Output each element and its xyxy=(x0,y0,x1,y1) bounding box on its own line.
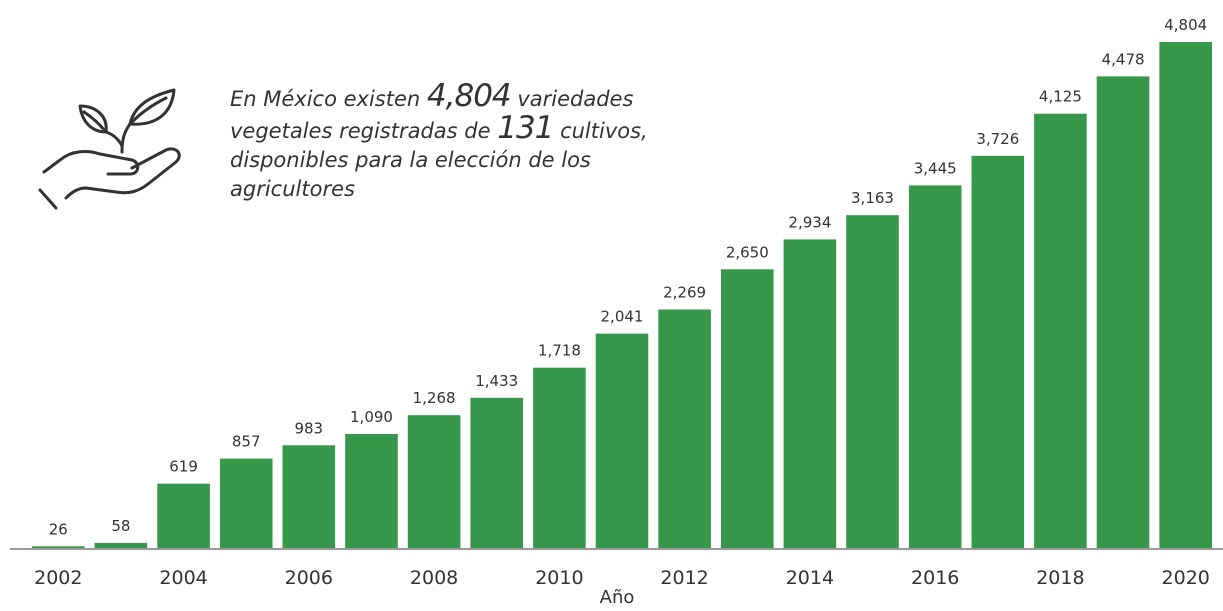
value-label-2015: 3,163 xyxy=(851,189,894,207)
value-label-2007: 1,090 xyxy=(350,408,393,426)
x-tick-2008: 2008 xyxy=(410,567,458,589)
bar-2010 xyxy=(533,367,586,549)
bar-2008 xyxy=(407,415,461,549)
value-label-2012: 2,269 xyxy=(663,284,706,302)
bars-group xyxy=(32,42,1212,550)
x-tick-2012: 2012 xyxy=(660,567,708,589)
bar-2002 xyxy=(32,546,85,549)
x-tick-2018: 2018 xyxy=(1036,567,1084,589)
x-tick-2010: 2010 xyxy=(535,567,583,589)
x-tick-2014: 2014 xyxy=(786,567,834,589)
value-label-2019: 4,478 xyxy=(1102,50,1145,68)
bar-2005 xyxy=(219,458,273,549)
bar-2009 xyxy=(470,397,523,549)
bar-2011 xyxy=(595,333,649,549)
varieties-count: 4,804 xyxy=(426,78,512,114)
bar-2003 xyxy=(94,542,148,549)
bar-2004 xyxy=(157,483,210,549)
value-label-2006: 983 xyxy=(294,419,323,437)
value-label-2016: 3,445 xyxy=(914,159,957,177)
value-label-2011: 2,041 xyxy=(601,308,644,326)
value-label-2020: 4,804 xyxy=(1164,16,1207,34)
value-label-2017: 3,726 xyxy=(976,130,1019,148)
value-label-2003: 58 xyxy=(111,517,130,535)
x-tick-labels-group: 2002 2004 2006 2008 2010 2012 2014 2016 2018 2020 xyxy=(34,567,1210,589)
crops-count: 131 xyxy=(497,110,554,146)
bar-2014 xyxy=(783,239,837,549)
callout-part-1: En México existen xyxy=(230,87,427,111)
bar-2017 xyxy=(971,155,1025,550)
callout-part-2: variedades vegetales registradas de xyxy=(230,87,634,143)
x-tick-2004: 2004 xyxy=(159,567,207,589)
callout-text: En México existen 4,804 variedades veget… xyxy=(230,81,700,204)
plant-in-hand-icon xyxy=(38,88,181,210)
value-label-2008: 1,268 xyxy=(413,389,456,407)
value-label-2004: 619 xyxy=(169,458,198,476)
bar-2007 xyxy=(345,434,398,549)
value-label-2018: 4,125 xyxy=(1039,88,1082,106)
value-label-2010: 1,718 xyxy=(538,342,581,360)
x-tick-2020: 2020 xyxy=(1162,567,1210,589)
value-label-2013: 2,650 xyxy=(726,243,769,261)
bar-2020 xyxy=(1159,42,1212,549)
bar-2015 xyxy=(846,215,899,549)
value-label-2014: 2,934 xyxy=(788,213,831,231)
x-tick-2002: 2002 xyxy=(34,567,82,589)
callout-part-3: cultivos, disponibles para la elección d… xyxy=(230,119,648,201)
value-label-2005: 857 xyxy=(232,433,261,451)
value-label-2002: 26 xyxy=(49,520,68,538)
bar-2016 xyxy=(908,185,962,549)
bar-2019 xyxy=(1096,76,1150,550)
bar-2012 xyxy=(658,309,711,549)
x-axis-title: Año xyxy=(600,587,635,608)
value-label-2009: 1,433 xyxy=(475,372,518,390)
bar-2006 xyxy=(282,445,336,549)
bar-2018 xyxy=(1034,113,1087,549)
value-labels-group: 26 58 619 857 983 1,090 1,268 1,433 1,718 2,041 2,… xyxy=(49,16,1207,538)
x-tick-2016: 2016 xyxy=(911,567,959,589)
x-tick-2006: 2006 xyxy=(285,567,333,589)
bar-2013 xyxy=(721,269,774,549)
